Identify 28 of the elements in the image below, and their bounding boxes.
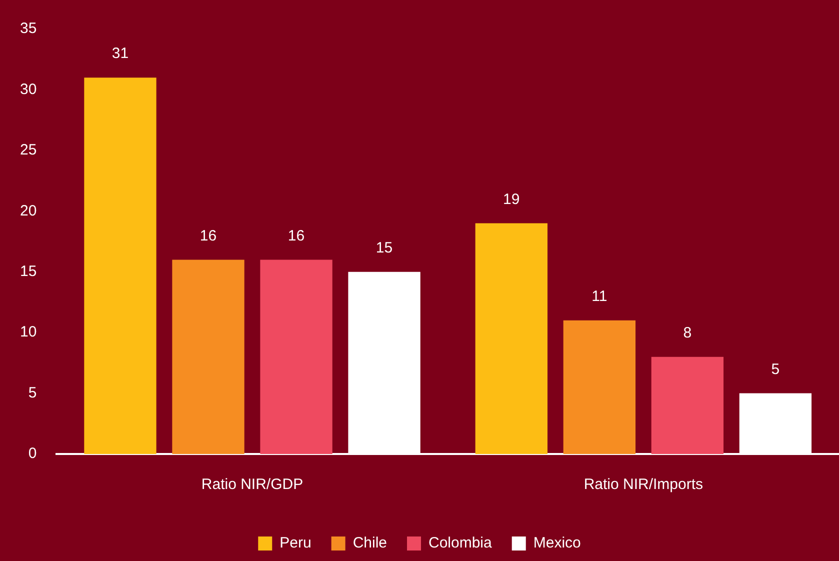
y-tick-label: 5 (28, 384, 37, 402)
x-tick-label: Ratio NIR/GDP (201, 476, 304, 494)
data-label: 8 (683, 324, 692, 342)
legend-label: Colombia (428, 534, 493, 552)
y-tick-label: 10 (20, 324, 37, 341)
y-tick-label: 35 (20, 20, 37, 38)
data-label: 19 (503, 190, 520, 208)
bar (260, 260, 332, 454)
legend-label: Peru (280, 534, 312, 552)
legend-label: Mexico (533, 534, 581, 552)
data-label: 15 (376, 240, 393, 256)
legend-label: Chile (352, 534, 387, 552)
y-tick-label: 30 (20, 80, 37, 98)
y-tick-label: 0 (28, 445, 37, 462)
y-tick-label: 25 (20, 142, 37, 159)
bar (563, 320, 636, 454)
data-label: 11 (592, 288, 608, 306)
x-tick-label: Ratio NIR/Imports (584, 476, 704, 494)
bar (475, 223, 548, 454)
y-tick-label: 15 (20, 263, 37, 280)
bar (84, 78, 156, 454)
bar (172, 260, 244, 454)
y-tick-label: 20 (20, 202, 37, 220)
data-label: 5 (771, 360, 780, 378)
data-label: 16 (288, 227, 305, 244)
data-label: 31 (112, 45, 129, 62)
data-label: 16 (200, 227, 217, 244)
bar (651, 356, 724, 454)
